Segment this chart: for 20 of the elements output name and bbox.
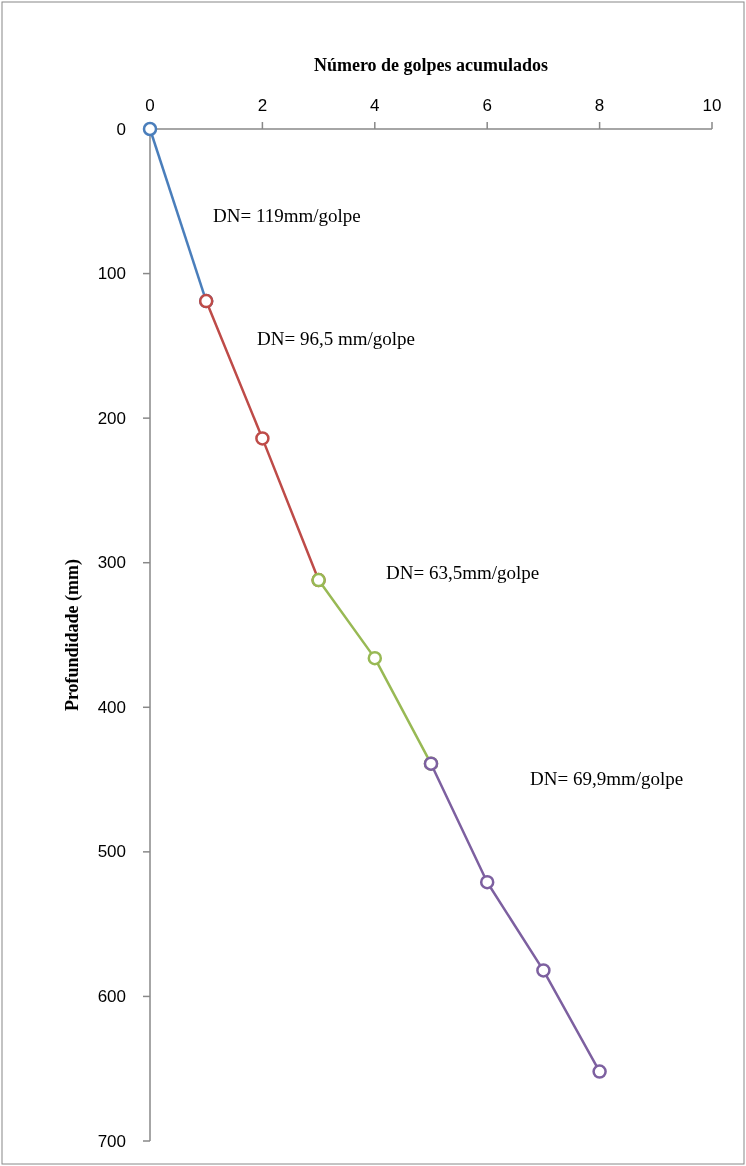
annotation: DN= 63,5mm/golpe [386, 561, 540, 583]
y-tick-label: 100 [97, 264, 126, 284]
y-tick-label: 300 [97, 553, 126, 573]
y-axis-title: Profundidade (mm) [62, 558, 83, 712]
x-tick-label: 4 [370, 96, 380, 115]
x-axis-title: Número de golpes acumulados [313, 55, 549, 75]
annotation: DN= 69,9mm/golpe [530, 767, 684, 789]
x-tick-label: 8 [594, 96, 605, 115]
y-tick-label: 700 [97, 1131, 126, 1151]
y-tick-label: 600 [97, 986, 126, 1006]
y-tick-label: 0 [116, 119, 126, 139]
x-tick-label: 6 [482, 96, 492, 115]
annotation: DN= 119mm/golpe [213, 204, 361, 226]
y-tick-label: 500 [97, 842, 126, 862]
x-tick-label: 10 [702, 96, 722, 115]
y-tick-label: 200 [97, 408, 126, 428]
y-tick-label: 400 [97, 697, 126, 717]
x-tick-label: 2 [257, 96, 268, 115]
annotation: DN= 96,5 mm/golpe [257, 327, 415, 349]
x-tick-label: 0 [145, 96, 155, 115]
